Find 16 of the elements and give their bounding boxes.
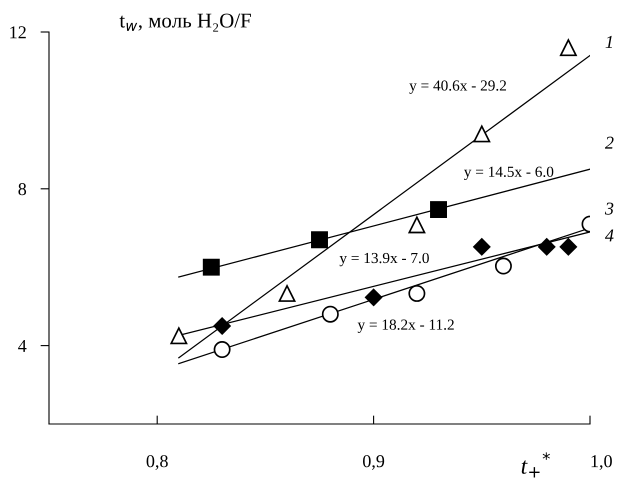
annotation: y = 18.2x - 11.2 (358, 319, 454, 333)
text: 2 (604, 136, 614, 149)
y-tick-label: 4 (18, 340, 26, 352)
x-tick-label: 0,9 (363, 455, 384, 470)
y-tick-label: 12 (10, 26, 26, 38)
annotation: y = 14.5x - 6.0 (464, 166, 554, 180)
annotation: y = 13.9x - 7.0 (340, 252, 429, 266)
series-label: 1 (606, 36, 612, 48)
x-tick-label: 1,0 (592, 455, 612, 470)
series-label: 3 (604, 202, 614, 215)
x-axis-title: t$_{+}$$^{*}$ (522, 452, 550, 478)
annotation: y = 40.6x - 29.2 (409, 80, 506, 94)
x-tick-label: 0,8 (146, 455, 168, 470)
y-tick-label: 8 (18, 183, 26, 196)
y-axis-title: t$_{w}$, моль H₂O/F (120, 14, 251, 32)
series-label: 4 (604, 230, 614, 242)
